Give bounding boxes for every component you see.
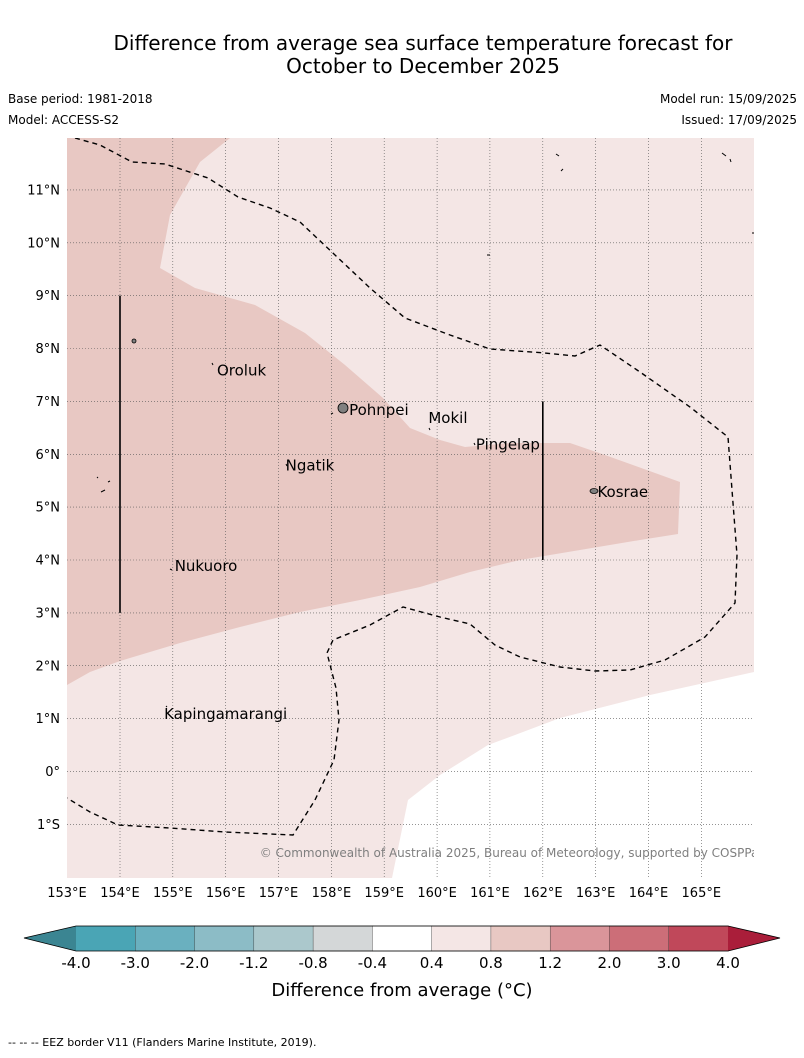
place-label-nukuoro: Nukuoro bbox=[175, 557, 238, 575]
place-labels: Oroluk Pohnpei Mokil Pingelap Ngatik Kosrae Nu… bbox=[164, 362, 648, 724]
y-tick-label: 10°N bbox=[27, 236, 60, 251]
place-label-pingelap: Pingelap bbox=[476, 436, 540, 454]
x-tick-label: 160°E bbox=[417, 886, 457, 901]
y-tick-label: 2°N bbox=[36, 659, 61, 674]
colorbar-cell bbox=[668, 925, 729, 952]
colorbar-tick-label: 0.4 bbox=[420, 954, 444, 972]
colorbar-cell bbox=[490, 925, 551, 952]
colorbar-cell bbox=[76, 926, 136, 951]
place-label-ngatik: Ngatik bbox=[286, 457, 335, 475]
title-line-1: Difference from average sea surface temp… bbox=[113, 31, 733, 55]
title-line-2: October to December 2025 bbox=[286, 54, 560, 78]
colorbar: -4.0 -3.0 -2.0 -1.2 -0.8 -0.4 0.4 0.8 1.2 2.0 3.0 4… bbox=[23, 925, 781, 972]
x-tick-label: 161°E bbox=[470, 886, 510, 901]
band-below-0p4 bbox=[392, 672, 754, 878]
x-tick-label: 165°E bbox=[682, 886, 722, 901]
colorbar-extend-low bbox=[24, 926, 76, 951]
model-name: Model: ACCESS-S2 bbox=[8, 113, 120, 127]
y-axis-ticks: 11°N 10°N 9°N 8°N 7°N 6°N 5°N 4°N 3°N 2°… bbox=[27, 184, 60, 833]
band-0p8-1p2 bbox=[67, 138, 680, 685]
model-run: Model run: 15/09/2025 bbox=[659, 92, 797, 106]
forecast-area: © Commonwealth of Australia 2025, Bureau… bbox=[67, 138, 765, 878]
colorbar-tick-label: -4.0 bbox=[61, 954, 90, 972]
colorbar-cell bbox=[431, 925, 492, 952]
colorbar-tick-label: 2.0 bbox=[598, 954, 622, 972]
colorbar-tick-label: -2.0 bbox=[180, 954, 209, 972]
place-label-kosrae: Kosrae bbox=[597, 483, 648, 501]
colorbar-tick-label: -1.2 bbox=[239, 954, 268, 972]
x-tick-label: 164°E bbox=[629, 886, 669, 901]
x-tick-label: 162°E bbox=[523, 886, 563, 901]
colorbar-cell bbox=[253, 925, 314, 952]
y-tick-label: 8°N bbox=[36, 342, 61, 357]
copyright-notice: © Commonwealth of Australia 2025, Bureau… bbox=[260, 846, 765, 860]
x-axis-ticks: 153°E 154°E 155°E 156°E 157°E 158°E 159°… bbox=[47, 886, 721, 901]
place-label-pohnpei: Pohnpei bbox=[349, 401, 409, 419]
y-tick-label: 11°N bbox=[27, 184, 60, 199]
colorbar-cell bbox=[194, 925, 255, 952]
colorbar-cell bbox=[135, 925, 196, 952]
y-tick-label: 5°N bbox=[36, 501, 61, 516]
island-west bbox=[131, 338, 137, 344]
eez-border bbox=[67, 138, 738, 836]
x-tick-label: 158°E bbox=[312, 886, 352, 901]
x-tick-label: 155°E bbox=[153, 886, 193, 901]
colorbar-cells bbox=[76, 925, 729, 952]
place-label-kapingamarangi: Kapingamarangi bbox=[164, 705, 287, 723]
y-tick-label: 0° bbox=[45, 765, 60, 780]
y-tick-label: 4°N bbox=[36, 554, 61, 569]
colorbar-tick-label: 4.0 bbox=[716, 954, 740, 972]
x-tick-label: 163°E bbox=[576, 886, 616, 901]
colorbar-cell bbox=[609, 925, 670, 952]
colorbar-tick-label: -0.8 bbox=[298, 954, 327, 972]
eez-footnote: -- -- -- EEZ border V11 (Flanders Marine… bbox=[8, 1036, 317, 1049]
kosrae-island bbox=[589, 488, 599, 494]
x-tick-label: 157°E bbox=[259, 886, 299, 901]
place-label-mokil: Mokil bbox=[428, 409, 467, 427]
base-period: Base period: 1981-2018 bbox=[8, 92, 153, 106]
colorbar-tick-label: -0.4 bbox=[358, 954, 387, 972]
y-tick-label: 9°N bbox=[36, 289, 61, 304]
colorbar-title: Difference from average (°C) bbox=[271, 980, 533, 1001]
x-tick-label: 156°E bbox=[206, 886, 246, 901]
pohnpei-island bbox=[337, 402, 349, 414]
y-tick-label: 1°N bbox=[36, 712, 61, 727]
colorbar-cell bbox=[312, 925, 374, 952]
x-tick-label: 159°E bbox=[364, 886, 404, 901]
x-tick-label: 154°E bbox=[100, 886, 140, 901]
x-tick-label: 153°E bbox=[47, 886, 87, 901]
atoll-specks bbox=[96, 152, 754, 708]
graticule bbox=[67, 138, 754, 878]
colorbar-tick-label: 1.2 bbox=[538, 954, 562, 972]
colorbar-cell bbox=[372, 925, 433, 952]
y-tick-label: 6°N bbox=[36, 448, 61, 463]
y-tick-label: 3°N bbox=[36, 607, 61, 622]
islands bbox=[131, 338, 599, 494]
colorbar-extend-high bbox=[728, 926, 780, 951]
issued-date: Issued: 17/09/2025 bbox=[681, 113, 797, 127]
colorbar-tick-label: 0.8 bbox=[479, 954, 503, 972]
y-tick-label: 1°S bbox=[37, 818, 60, 833]
colorbar-tick-label: -3.0 bbox=[121, 954, 150, 972]
place-label-oroluk: Oroluk bbox=[217, 362, 266, 380]
colorbar-cell bbox=[549, 925, 611, 952]
colorbar-tick-label: 3.0 bbox=[657, 954, 681, 972]
colorbar-labels: -4.0 -3.0 -2.0 -1.2 -0.8 -0.4 0.4 0.8 1.2 2.0 3.0 4… bbox=[61, 954, 740, 972]
map-title: Difference from average sea surface temp… bbox=[0, 32, 804, 78]
colorbar-outline bbox=[23, 925, 781, 952]
y-tick-label: 7°N bbox=[36, 395, 61, 410]
